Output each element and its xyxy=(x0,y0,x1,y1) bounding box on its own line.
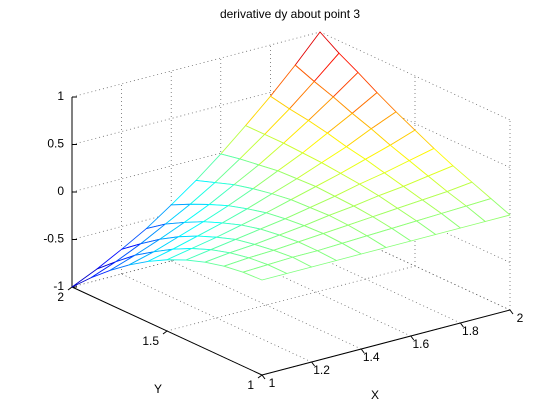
x-tick-label: 1.4 xyxy=(363,350,380,364)
x-tick-label: 2 xyxy=(517,311,524,325)
grid-line xyxy=(171,260,362,350)
x-tick xyxy=(360,348,365,354)
z-tick-label: 1 xyxy=(57,89,64,103)
z-tick-label: 0.5 xyxy=(47,137,64,151)
x-tick xyxy=(261,374,266,380)
grid-line xyxy=(121,273,312,363)
z-tick-label: -0.5 xyxy=(43,232,64,246)
x-tick-label: 1.2 xyxy=(313,363,330,377)
x-tick xyxy=(459,322,464,328)
x-tick xyxy=(509,309,514,315)
y-tick-label: 1 xyxy=(247,378,254,392)
grid-line xyxy=(71,31,321,98)
grid-line xyxy=(220,247,411,337)
grid-line xyxy=(166,265,416,332)
y-tick-label: 2 xyxy=(57,290,64,304)
z-tick-label: -1 xyxy=(53,279,64,293)
grid-line xyxy=(270,234,461,324)
y-tick xyxy=(257,374,263,379)
x-tick xyxy=(410,335,415,341)
mesh-cell xyxy=(242,264,288,281)
x-tick-label: 1 xyxy=(269,376,276,390)
x-tick xyxy=(311,361,316,367)
y-tick xyxy=(162,330,168,335)
z-tick-label: 0 xyxy=(57,184,64,198)
x-tick-label: 1.8 xyxy=(462,324,479,338)
y-tick-label: 1.5 xyxy=(142,334,159,348)
grid-line xyxy=(71,79,321,145)
grid-line xyxy=(71,126,321,193)
chart-title: derivative dy about point 3 xyxy=(220,7,360,21)
y-tick xyxy=(67,286,73,291)
x-tick-label: 1.6 xyxy=(412,337,429,351)
grid-line xyxy=(319,31,511,121)
grid-line xyxy=(319,79,511,168)
x-axis-label: X xyxy=(371,388,379,402)
x-axis xyxy=(261,309,511,376)
y-axis-label: Y xyxy=(154,382,162,396)
